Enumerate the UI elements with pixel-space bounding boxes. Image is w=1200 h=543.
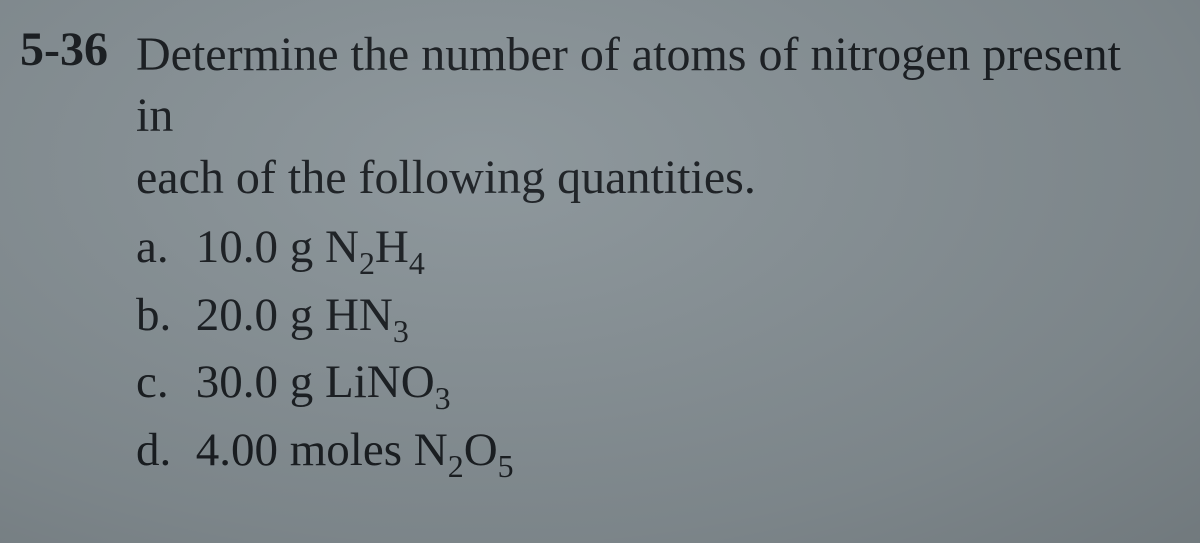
option-d-sub1: 2 bbox=[448, 449, 464, 484]
option-a-prefix: 10.0 g N bbox=[196, 221, 359, 273]
option-d-prefix: 4.00 moles N bbox=[196, 424, 448, 476]
option-a-mid: H bbox=[375, 221, 409, 273]
option-label-d: d. bbox=[136, 419, 184, 482]
option-b-prefix: 20.0 g HN bbox=[196, 289, 393, 341]
problem-container: 5-36 Determine the number of atoms of ni… bbox=[20, 24, 1160, 486]
option-d-mid: O bbox=[464, 424, 498, 476]
options-list: a. 10.0 g N2H4 b. 20.0 g HN3 c. 30.0 g L… bbox=[136, 216, 1160, 486]
problem-prompt: Determine the number of atoms of nitroge… bbox=[136, 24, 1160, 208]
problem-number: 5-36 bbox=[20, 24, 108, 77]
page: 5-36 Determine the number of atoms of ni… bbox=[0, 0, 1200, 543]
list-item: c. 30.0 g LiNO3 bbox=[136, 351, 1160, 419]
option-a-sub2: 4 bbox=[409, 246, 425, 281]
problem-text-line1: Determine the number of atoms of nitroge… bbox=[136, 28, 1121, 142]
list-item: a. 10.0 g N2H4 bbox=[136, 216, 1160, 284]
list-item: b. 20.0 g HN3 bbox=[136, 284, 1160, 352]
problem-body: Determine the number of atoms of nitroge… bbox=[136, 24, 1160, 486]
option-label-a: a. bbox=[136, 216, 184, 279]
option-label-c: c. bbox=[136, 351, 184, 414]
option-b-sub1: 3 bbox=[393, 314, 409, 349]
problem-text-line2: each of the following quantities. bbox=[136, 151, 756, 204]
option-d-sub2: 5 bbox=[498, 449, 514, 484]
option-label-b: b. bbox=[136, 284, 184, 347]
option-a-sub1: 2 bbox=[359, 246, 375, 281]
list-item: d. 4.00 moles N2O5 bbox=[136, 419, 1160, 487]
option-c-sub1: 3 bbox=[435, 381, 451, 416]
option-c-prefix: 30.0 g LiNO bbox=[196, 356, 435, 408]
